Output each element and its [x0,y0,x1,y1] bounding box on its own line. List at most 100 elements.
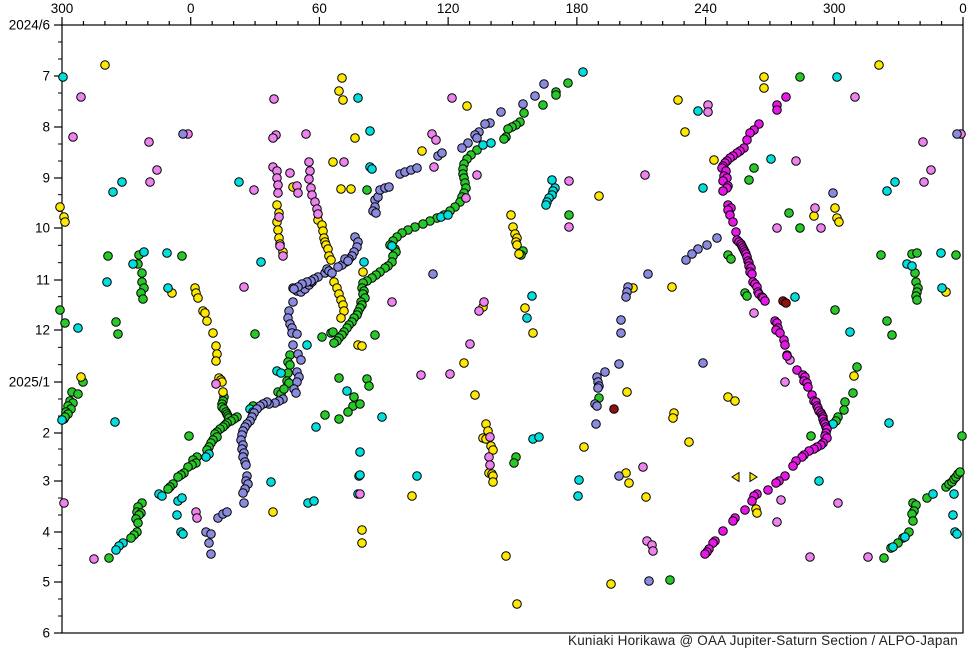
data-point-yellow [407,491,417,501]
data-point-slate-blue [600,367,610,377]
data-point-cyan [949,489,959,499]
data-point-cyan [355,470,365,480]
data-point-yellow [759,72,769,82]
data-point-yellow [273,225,283,235]
data-point-cyan [108,187,118,197]
data-point-green [137,268,147,278]
data-point-green [665,575,675,585]
data-point-violet [484,452,494,462]
data-point-magenta [760,296,770,306]
data-point-green [726,254,736,264]
data-point-slate-blue [687,249,697,259]
data-point-violet [772,223,782,233]
data-point-magenta [772,105,782,115]
data-point-green [177,251,187,261]
data-point-cyan [900,532,910,542]
data-point-yellow [667,282,677,292]
data-point-magenta [718,186,728,196]
data-point-slate-blue [616,315,626,325]
data-point-green [795,223,805,233]
data-point-green [882,316,892,326]
data-point-cyan [359,257,369,267]
data-point-slate-blue [614,471,624,481]
data-point-violet [273,180,283,190]
data-point-green [795,72,805,82]
triangle-left-marker [731,471,740,483]
data-point-green [138,294,148,304]
data-point-yellow [594,191,604,201]
data-point-yellow [579,442,589,452]
y-tick-label: 3 [42,474,50,489]
data-point-cyan [353,93,363,103]
data-point-cyan [365,126,375,136]
data-point-yellow [709,155,719,165]
y-tick-label: 2024/6 [9,18,50,33]
data-point-cyan [172,510,182,520]
y-tick-label: 11 [36,273,50,288]
data-point-green [104,553,114,563]
x-tick-label: 60 [312,1,327,16]
x-tick-label: 300 [51,1,74,16]
data-point-green [951,250,961,260]
data-point-yellow [334,86,344,96]
data-point-cyan [547,175,557,185]
data-point-yellow [272,200,282,210]
data-point-green [73,389,83,399]
data-point-magenta [788,461,798,471]
data-point-yellow [357,341,367,351]
data-point-green [912,248,922,258]
data-point-magenta [740,505,750,515]
x-tick-label: 300 [823,1,846,16]
data-point-slate-blue [592,401,602,411]
y-tick-label: 9 [42,171,50,186]
data-point-magenta [771,478,781,488]
data-point-green [355,399,365,409]
data-point-violet [810,203,820,213]
data-point-violet [776,495,786,505]
data-point-violet [339,157,349,167]
data-point-magenta [775,328,785,338]
data-point-cyan [936,248,946,258]
data-point-slate-blue [292,329,302,339]
data-point-slate-blue [518,99,528,109]
data-point-violet [749,308,759,318]
data-point-violet [474,306,484,316]
data-point-yellow [528,328,538,338]
data-point-cyan [578,67,588,77]
data-point-cyan [890,177,900,187]
data-point-green [163,484,173,494]
data-point-violet [564,176,574,186]
y-tick-label: 4 [42,525,50,540]
data-point-yellow [328,157,338,167]
data-point-slate-blue [828,188,838,198]
data-point-violet [638,462,648,472]
data-point-violet [703,107,713,117]
data-point-violet [274,212,284,222]
data-point-yellow [211,356,221,366]
data-point-violet [239,282,249,292]
data-point-magenta [742,135,752,145]
data-point-yellow [268,507,278,517]
data-point-cyan [117,177,127,187]
data-point-magenta [803,382,813,392]
data-point-green [133,518,143,528]
data-point-green [320,410,330,420]
data-point-yellow [336,184,346,194]
data-point-green [55,305,65,315]
data-point-green [955,467,965,477]
data-point-green [103,251,113,261]
data-point-yellow [684,437,694,447]
data-point-cyan [162,248,172,258]
x-tick-label: 0 [959,1,967,16]
data-point-yellow [211,341,221,351]
data-point-dark-red [781,298,791,308]
triangle-right-marker [749,471,758,483]
data-point-cyan [790,292,800,302]
data-point-cyan [266,477,276,487]
data-point-violet [68,132,78,142]
data-point-cyan [377,412,387,422]
data-point-slate-blue [241,460,251,470]
data-point-yellow [459,358,469,368]
data-point-slate-blue [289,284,299,294]
data-point-violet [249,185,259,195]
